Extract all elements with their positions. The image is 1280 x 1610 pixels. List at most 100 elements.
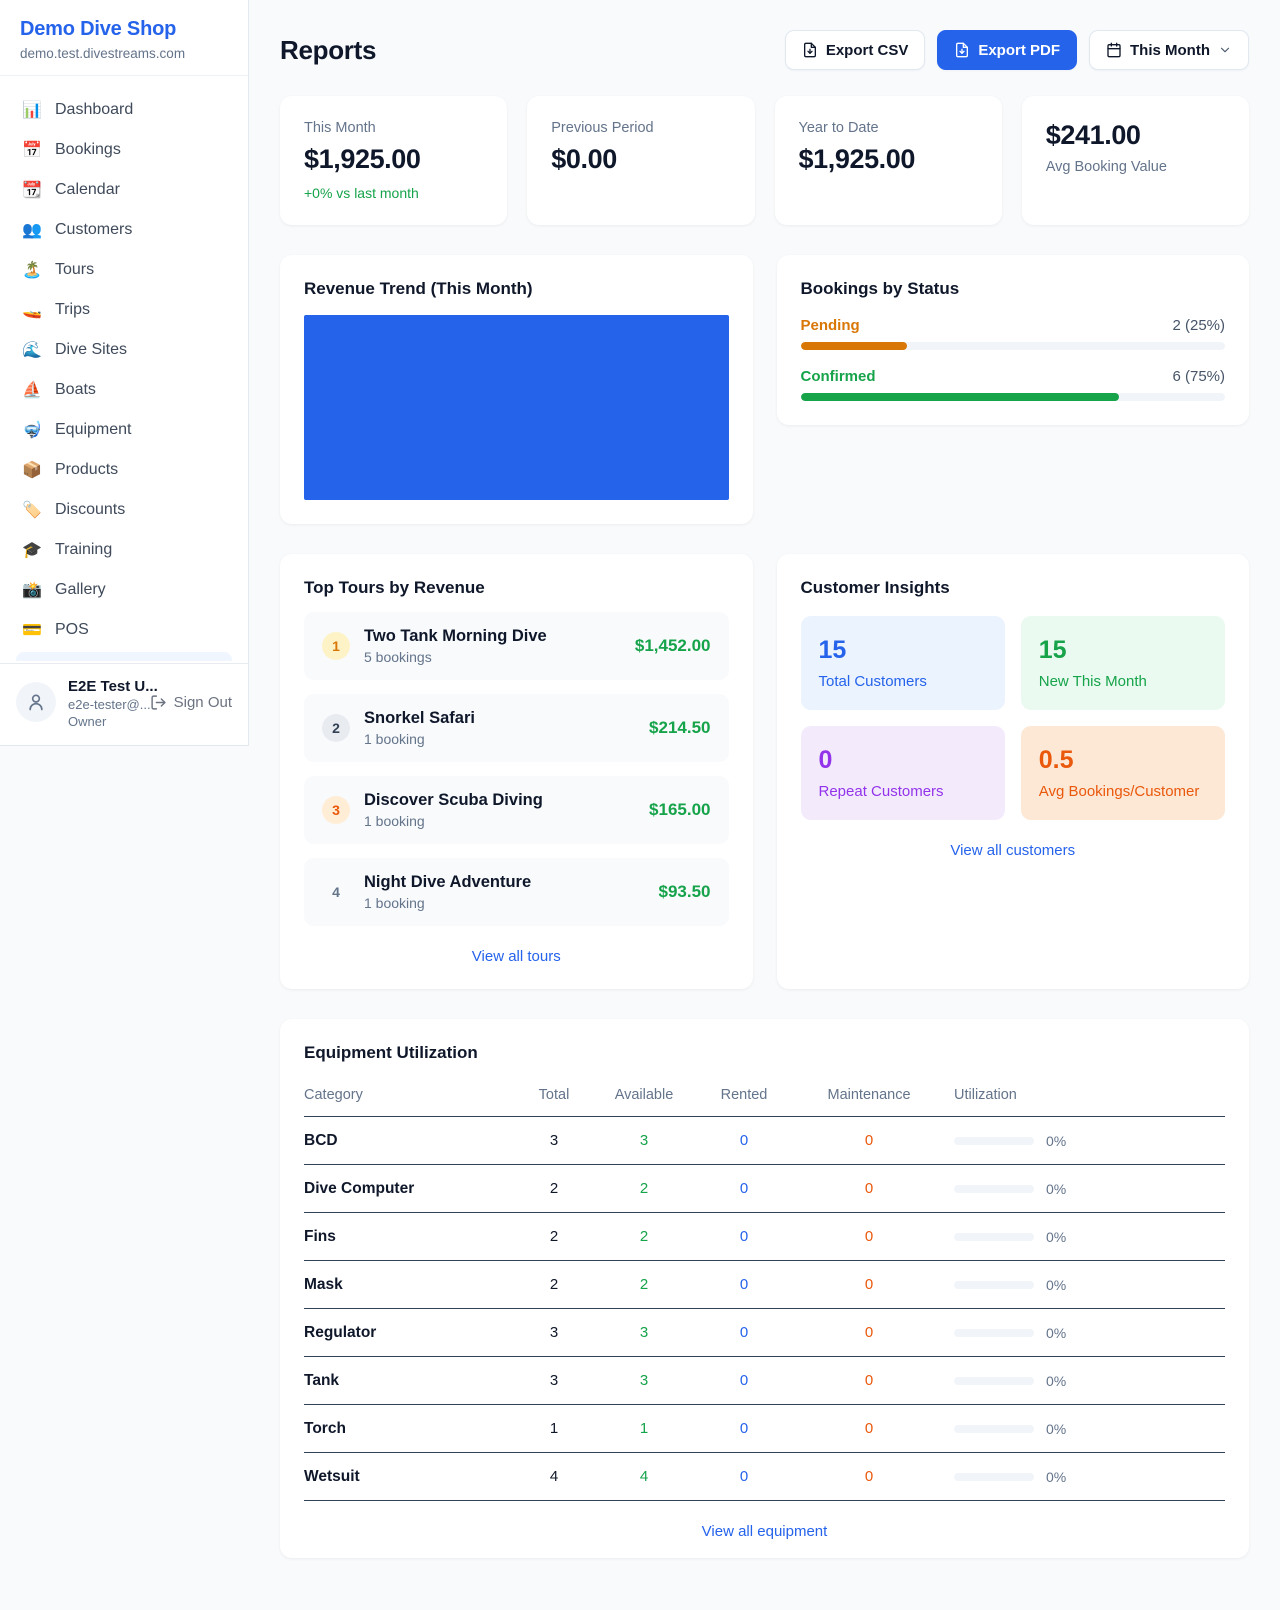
stat-value: $241.00 <box>1045 120 1141 150</box>
progress-track <box>800 393 1225 401</box>
equipment-available: 3 <box>639 1324 649 1341</box>
sidebar-item-gallery[interactable]: 📸 Gallery <box>8 570 240 610</box>
equipment-rented: 0 <box>739 1468 749 1485</box>
insight-tile-new-this-month: 15 New This Month <box>1020 616 1225 710</box>
products-icon: 📦 <box>22 462 42 479</box>
sidebar-item-customers[interactable]: 👥 Customers <box>8 210 240 250</box>
equipment-maintenance: 0 <box>864 1180 874 1197</box>
view-all-customers-link[interactable]: View all customers <box>950 842 1076 859</box>
file-download-icon <box>956 42 969 58</box>
bookings-by-status-title: Bookings by Status <box>800 279 960 298</box>
table-row: Wetsuit 4 4 0 0 0% <box>304 1453 1225 1501</box>
sidebar-item-bookings[interactable]: 📅 Bookings <box>8 130 240 170</box>
sidebar-item-label: Calendar <box>55 181 120 198</box>
equipment-icon: 🤿 <box>22 422 42 439</box>
tour-row: 3 Discover Scuba Diving 1 booking $165.0… <box>304 776 729 844</box>
insight-tile-avg-bookings: 0.5 Avg Bookings/Customer <box>1020 726 1225 820</box>
sidebar-item-boats[interactable]: ⛵ Boats <box>8 370 240 410</box>
equipment-available: 1 <box>639 1420 649 1437</box>
table-row: BCD 3 3 0 0 0% <box>304 1117 1225 1165</box>
trips-icon: 🚤 <box>22 302 42 319</box>
utilization-label: 0% <box>1046 1372 1067 1389</box>
equipment-category: Tank <box>304 1371 340 1389</box>
stat-card-avg-booking-value: $241.00 Avg Booking Value <box>1021 96 1249 225</box>
equipment-category: Wetsuit <box>304 1467 360 1485</box>
sidebar-item-dive-sites[interactable]: 🌊 Dive Sites <box>8 330 240 370</box>
equipment-available: 2 <box>639 1180 649 1197</box>
sidebar-item-dashboard[interactable]: 📊 Dashboard <box>8 90 240 130</box>
stat-card-previous-period: Previous Period $0.00 <box>527 96 755 225</box>
progress-track <box>800 342 1225 350</box>
tour-bookings: 5 bookings <box>364 649 432 665</box>
equipment-maintenance: 0 <box>864 1228 874 1245</box>
equipment-total: 2 <box>549 1228 559 1245</box>
sidebar-item-label: Bookings <box>55 141 121 158</box>
insight-value: 15 <box>818 636 847 664</box>
export-csv-button[interactable]: Export CSV <box>784 30 926 70</box>
equipment-rented: 0 <box>739 1372 749 1389</box>
equipment-rented: 0 <box>739 1276 749 1293</box>
utilization-bar <box>954 1472 1034 1481</box>
tour-name: Night Dive Adventure <box>364 873 532 891</box>
rank-badge: 1 <box>322 632 350 660</box>
sidebar-item-discounts[interactable]: 🏷️ Discounts <box>8 490 240 530</box>
stat-value: $1,925.00 <box>304 144 421 174</box>
equipment-category: BCD <box>304 1131 338 1149</box>
insight-tile-total-customers: 15 Total Customers <box>800 616 1005 710</box>
utilization-bar <box>954 1424 1034 1433</box>
tour-row: 4 Night Dive Adventure 1 booking $93.50 <box>304 858 729 926</box>
equipment-available: 3 <box>639 1132 649 1149</box>
boats-icon: ⛵ <box>22 382 42 399</box>
stat-label: Previous Period <box>551 120 654 136</box>
equipment-category: Torch <box>304 1419 346 1437</box>
period-select[interactable]: This Month <box>1089 30 1249 70</box>
sidebar-item-training[interactable]: 🎓 Training <box>8 530 240 570</box>
stat-label: This Month <box>304 120 376 136</box>
tour-bookings: 1 booking <box>364 895 425 911</box>
tour-revenue: $93.50 <box>658 882 711 901</box>
sidebar-item-calendar[interactable]: 📆 Calendar <box>8 170 240 210</box>
main-content: Reports Export CSV Export PDF This Month <box>249 0 1280 1598</box>
equipment-available: 2 <box>639 1228 649 1245</box>
sidebar-item-equipment[interactable]: 🤿 Equipment <box>8 410 240 450</box>
sidebar-item-products[interactable]: 📦 Products <box>8 450 240 490</box>
sidebar-item-label: Products <box>55 461 119 478</box>
tours-icon: 🏝️ <box>22 262 42 279</box>
equipment-maintenance: 0 <box>864 1372 874 1389</box>
utilization-label: 0% <box>1046 1228 1067 1245</box>
status-label-confirmed: Confirmed <box>800 368 876 385</box>
column-header: Category <box>304 1086 363 1103</box>
utilization-label: 0% <box>1046 1420 1067 1437</box>
revenue-trend-chart <box>304 315 729 500</box>
equipment-category: Regulator <box>304 1323 377 1341</box>
equipment-rented: 0 <box>739 1420 749 1437</box>
calendar-icon <box>1107 42 1121 58</box>
table-row: Dive Computer 2 2 0 0 0% <box>304 1165 1225 1213</box>
table-row: Fins 2 2 0 0 0% <box>304 1213 1225 1261</box>
sign-out-icon <box>151 695 166 710</box>
sign-out-label: Sign Out <box>173 694 232 711</box>
equipment-rented: 0 <box>739 1324 749 1341</box>
progress-fill-pending <box>800 342 907 350</box>
chevron-down-icon <box>1220 47 1230 53</box>
sidebar-item-trips[interactable]: 🚤 Trips <box>8 290 240 330</box>
user-email: e2e-tester@... <box>68 697 151 712</box>
sidebar-item-reports-partial[interactable] <box>16 652 232 661</box>
insight-label: Repeat Customers <box>818 783 944 800</box>
training-icon: 🎓 <box>22 542 42 559</box>
utilization-label: 0% <box>1046 1276 1067 1293</box>
tour-name: Two Tank Morning Dive <box>364 627 547 645</box>
tour-revenue: $214.50 <box>649 718 711 737</box>
export-pdf-button[interactable]: Export PDF <box>937 30 1078 70</box>
equipment-rented: 0 <box>739 1132 749 1149</box>
sidebar-item-tours[interactable]: 🏝️ Tours <box>8 250 240 290</box>
equipment-table-header: Category Total Available Rented Maintena… <box>304 1073 1225 1117</box>
sidebar-item-pos[interactable]: 💳 POS <box>8 610 240 650</box>
stat-card-this-month: This Month $1,925.00 +0% vs last month <box>280 96 508 225</box>
sign-out-button[interactable]: Sign Out <box>150 694 232 711</box>
user-icon <box>29 694 43 711</box>
view-all-tours-link[interactable]: View all tours <box>471 948 561 965</box>
view-all-equipment-link[interactable]: View all equipment <box>701 1523 828 1540</box>
rank-badge: 2 <box>322 714 350 742</box>
sidebar-item-label: Dive Sites <box>55 341 128 358</box>
